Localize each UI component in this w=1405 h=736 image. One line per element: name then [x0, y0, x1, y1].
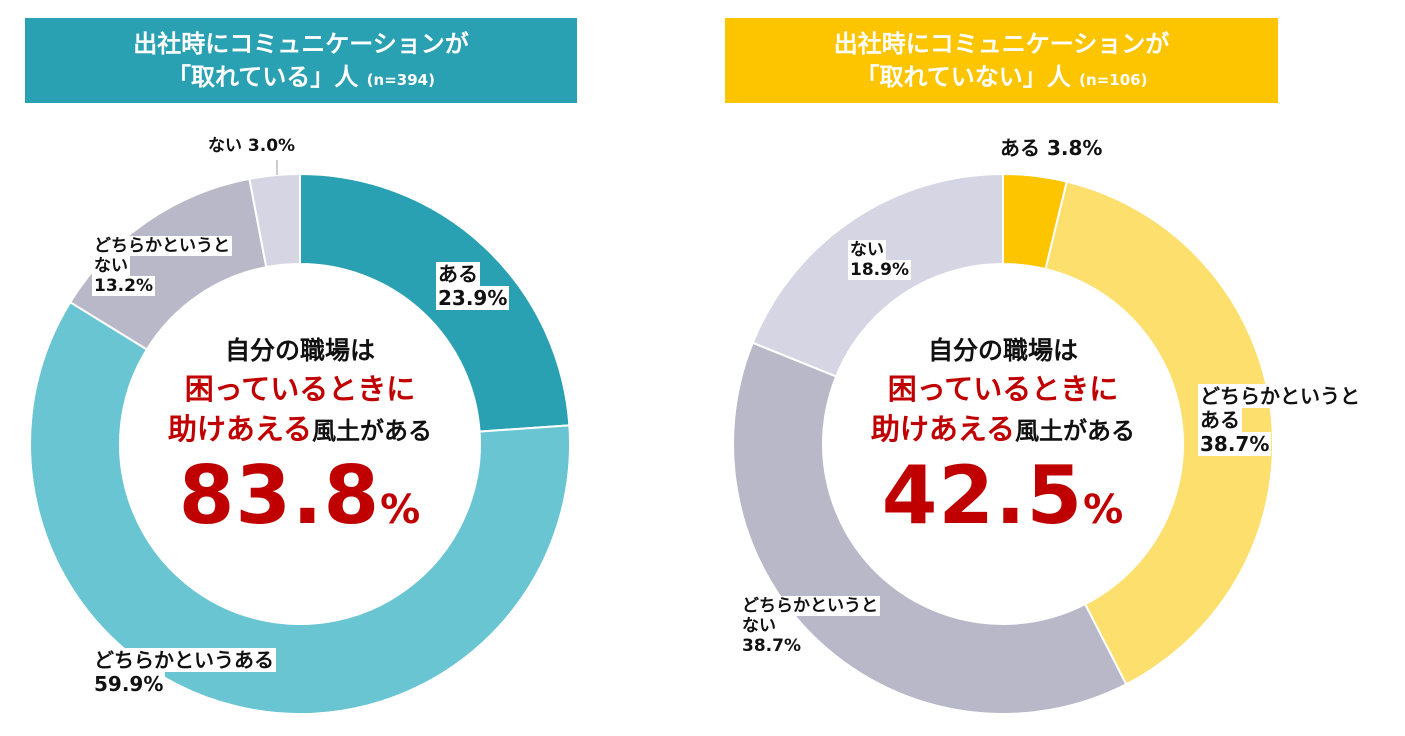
right-title-line2: 「取れていない」人	[855, 63, 1071, 91]
right-center-line3-red: 助けあえる	[870, 412, 1016, 446]
left-slice-0	[299, 172, 571, 433]
right-panel-title: 出社時にコミュニケーションが 「取れていない」人 (n=106)	[725, 18, 1278, 103]
left-center-text: 自分の職場は 困っているときに 助けあえる風土がある 83.8%	[120, 333, 480, 555]
left-title-n: (n=394)	[366, 71, 435, 89]
left-slice-3	[248, 172, 301, 269]
left-center-line1: 自分の職場は	[224, 336, 375, 365]
right-title-line1: 出社時にコミュニケーションが	[833, 30, 1170, 58]
left-label-dochiraka-nai: どちらかというと ない 13.2%	[92, 236, 232, 296]
left-center-line3-black: 風土がある	[312, 417, 433, 445]
right-slice-2	[732, 341, 1128, 715]
right-slice-1	[1044, 180, 1274, 686]
left-label-dochiraka-aru: どちらかというある 59.9%	[92, 648, 276, 696]
left-center-line2: 困っているときに	[184, 372, 416, 406]
right-label-dochiraka-nai: どちらかというと ない 38.7%	[740, 596, 880, 656]
left-center-value: 83.8	[178, 449, 381, 542]
left-panel-title: 出社時にコミュニケーションが 「取れている」人 (n=394)	[25, 18, 577, 103]
right-center-unit: %	[1083, 487, 1125, 533]
right-center-line1: 自分の職場は	[927, 336, 1078, 365]
left-title-line1: 出社時にコミュニケーションが	[133, 30, 469, 58]
right-center-line2: 困っているときに	[887, 372, 1119, 406]
left-title-line2: 「取れている」人	[167, 63, 359, 91]
right-label-nai: ない 18.9%	[848, 240, 911, 280]
right-label-dochiraka-aru: どちらかというと ある 38.7%	[1198, 384, 1362, 456]
right-label-aru: ある 3.8%	[998, 136, 1105, 160]
left-label-nai: ない 3.0%	[206, 136, 298, 156]
right-center-line3-black: 風土がある	[1015, 417, 1136, 445]
left-label-aru: ある 23.9%	[436, 262, 510, 310]
right-center-value: 42.5	[881, 449, 1084, 542]
right-center-text: 自分の職場は 困っているときに 助けあえる風土がある 42.5%	[823, 333, 1183, 555]
left-donut	[29, 160, 571, 715]
left-center-unit: %	[380, 487, 422, 533]
left-center-line3-red: 助けあえる	[167, 412, 313, 446]
right-title-n: (n=106)	[1079, 71, 1148, 89]
left-slice-1	[29, 300, 571, 715]
